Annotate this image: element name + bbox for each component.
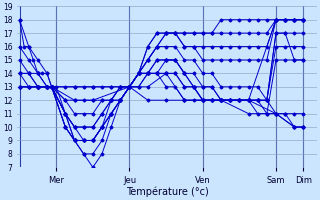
X-axis label: Température (°c): Température (°c) xyxy=(126,187,209,197)
